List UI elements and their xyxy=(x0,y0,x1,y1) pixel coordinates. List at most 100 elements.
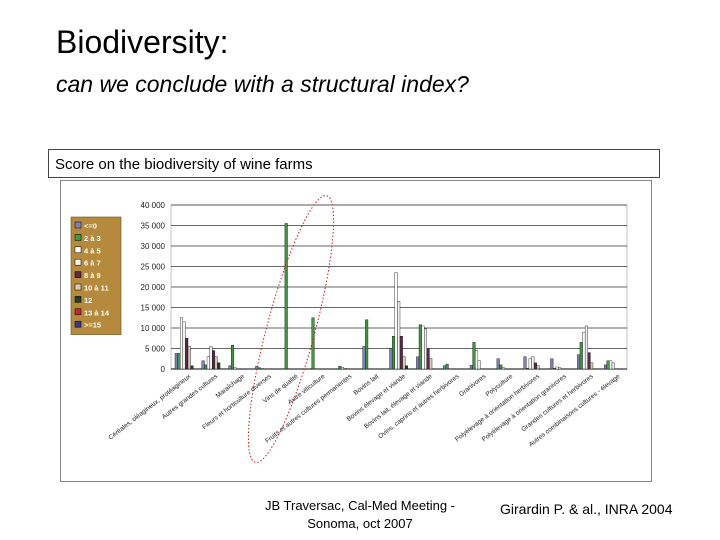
bar xyxy=(402,356,406,370)
legend-label: 2 à 3 xyxy=(84,234,101,243)
bar xyxy=(231,345,235,370)
bar xyxy=(217,362,221,370)
bar xyxy=(533,362,537,370)
bar xyxy=(212,350,216,370)
y-tick-label: 35 000 xyxy=(141,222,166,231)
bar xyxy=(501,367,505,370)
slide-subtitle: can we conclude with a structural index? xyxy=(56,71,469,97)
legend-label: 4 à 5 xyxy=(84,246,101,255)
bar xyxy=(499,364,503,370)
bar xyxy=(426,348,430,370)
bar xyxy=(555,366,559,370)
y-tick-label: 0 xyxy=(161,365,166,374)
bar xyxy=(389,348,393,370)
y-tick-label: 40 000 xyxy=(141,201,166,210)
bar xyxy=(206,356,210,370)
y-tick-label: 30 000 xyxy=(141,242,166,251)
bar xyxy=(475,350,479,370)
bar xyxy=(311,317,315,370)
bar xyxy=(418,324,422,370)
bar xyxy=(394,272,398,370)
bar xyxy=(429,358,433,370)
bar xyxy=(603,364,607,370)
bar xyxy=(424,328,428,370)
bar xyxy=(582,331,586,370)
bar xyxy=(469,365,473,370)
bar xyxy=(338,365,342,370)
legend-swatch xyxy=(74,258,82,266)
bar xyxy=(204,364,208,370)
bar xyxy=(579,342,583,370)
bar xyxy=(550,358,554,370)
bar xyxy=(606,360,610,370)
bar xyxy=(343,367,347,370)
bar xyxy=(416,356,420,370)
bar xyxy=(182,321,186,370)
bar xyxy=(472,342,476,370)
bar xyxy=(177,353,181,370)
bar xyxy=(209,346,213,370)
y-tick-label: 5 000 xyxy=(145,345,166,354)
legend-swatch xyxy=(74,283,82,291)
viticulture-highlight-ellipse xyxy=(247,195,335,463)
slide-title: Biodiversity: xyxy=(56,24,229,60)
legend-swatch xyxy=(74,271,82,278)
bar xyxy=(477,360,481,370)
bar xyxy=(443,365,447,370)
bar xyxy=(536,365,540,370)
bar xyxy=(577,354,581,370)
footer-meeting-credit: JB Traversac, Cal-Med Meeting - Sonoma, … xyxy=(264,498,455,531)
bar xyxy=(174,353,178,370)
bar xyxy=(531,356,535,370)
bar xyxy=(187,346,191,370)
bar xyxy=(611,362,615,370)
bar xyxy=(284,223,288,370)
bar xyxy=(214,356,218,370)
bar xyxy=(233,367,237,370)
bar xyxy=(552,367,556,370)
legend-swatch xyxy=(74,308,82,316)
legend-label: 12 xyxy=(84,296,92,305)
legend-label: 13 à 14 xyxy=(84,308,110,317)
x-tick-label: Granivores xyxy=(458,373,488,399)
bar xyxy=(590,362,594,370)
chart-frame: 0 5 000 10 000 15 000 20 000 25 000 30 000 35 0… xyxy=(60,180,652,482)
footer-source: Girardin P. & al., INRA 2004 xyxy=(500,501,673,517)
bar xyxy=(399,335,403,370)
bar xyxy=(362,346,366,370)
y-tick-label: 25 000 xyxy=(141,263,166,272)
bar xyxy=(528,358,532,370)
bar xyxy=(260,367,264,370)
bar xyxy=(584,325,588,370)
legend-swatch xyxy=(74,246,82,254)
chart-caption-box: Score on the biodiversity of wine farms xyxy=(48,149,660,178)
bar xyxy=(179,317,183,370)
bar xyxy=(404,365,408,370)
legend-label: 10 à 11 xyxy=(84,284,109,293)
legend-swatch xyxy=(74,234,82,241)
bar xyxy=(609,360,613,370)
bar xyxy=(526,367,530,370)
legend-label: 6 à 7 xyxy=(84,259,101,268)
bar xyxy=(421,325,425,370)
biodiversity-bar-chart: 0 5 000 10 000 15 000 20 000 25 000 30 000 35 0… xyxy=(70,195,628,463)
bar xyxy=(365,319,369,370)
bar xyxy=(340,367,344,370)
bar xyxy=(391,335,395,370)
bar xyxy=(558,367,562,370)
legend-swatch xyxy=(74,296,82,303)
y-tick-label: 20 000 xyxy=(141,283,166,292)
bar xyxy=(201,360,205,370)
legend-swatch xyxy=(74,221,82,229)
legend-swatch xyxy=(74,320,82,328)
bar xyxy=(496,358,500,370)
legend-label: 8 à 9 xyxy=(84,271,101,280)
bar xyxy=(190,365,194,370)
legend-label: <=0 xyxy=(84,222,97,231)
bar xyxy=(587,352,591,370)
bar xyxy=(257,367,261,370)
y-tick-label: 10 000 xyxy=(141,324,166,333)
bar xyxy=(228,365,232,370)
chart-caption: Score on the biodiversity of wine farms xyxy=(55,156,313,173)
y-tick-label: 15 000 xyxy=(141,304,166,313)
